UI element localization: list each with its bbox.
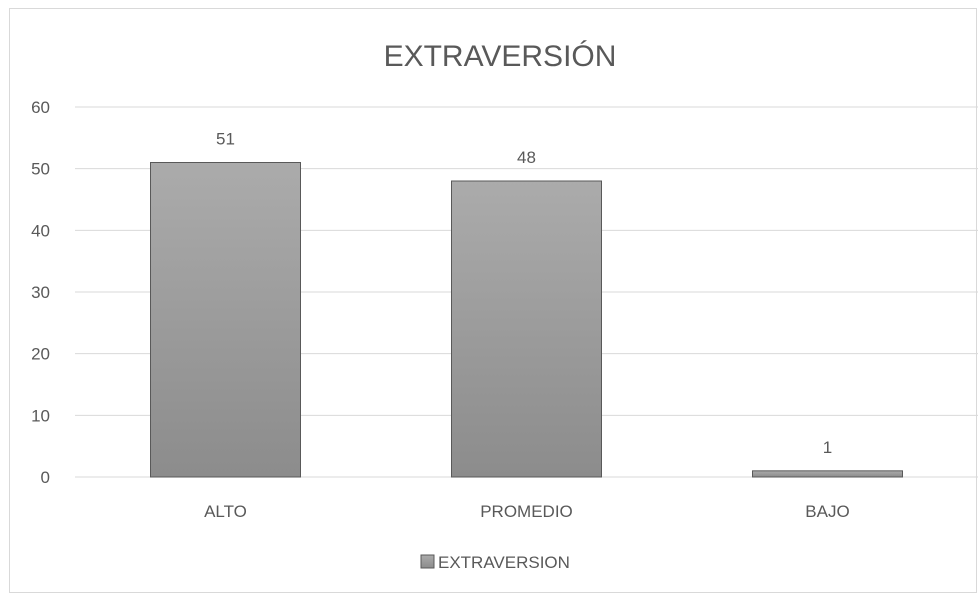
category-label: ALTO	[204, 502, 247, 521]
bar-promedio	[451, 180, 602, 478]
y-tick-label: 10	[31, 406, 50, 425]
bar-alto	[150, 162, 301, 478]
bars	[150, 162, 903, 478]
y-tick-label: 30	[31, 283, 50, 302]
category-label: BAJO	[805, 502, 849, 521]
data-label: 48	[517, 148, 536, 167]
y-tick-label: 0	[41, 468, 50, 487]
y-tick-label: 50	[31, 160, 50, 179]
y-tick-label: 20	[31, 345, 50, 364]
x-axis-categories: ALTO PROMEDIO BAJO	[204, 502, 850, 521]
data-labels: 51 48 1	[216, 130, 832, 457]
data-label: 51	[216, 130, 235, 149]
data-label: 1	[823, 438, 832, 457]
category-label: PROMEDIO	[480, 502, 573, 521]
chart-title: EXTRAVERSIÓN	[384, 40, 617, 73]
y-axis-ticks: 0 10 20 30 40 50 60	[31, 98, 50, 487]
legend: EXTRAVERSION	[420, 553, 570, 572]
y-tick-label: 40	[31, 221, 50, 240]
legend-swatch	[420, 554, 435, 569]
legend-label: EXTRAVERSION	[438, 553, 570, 572]
y-tick-label: 60	[31, 98, 50, 117]
bar-bajo	[752, 470, 903, 478]
